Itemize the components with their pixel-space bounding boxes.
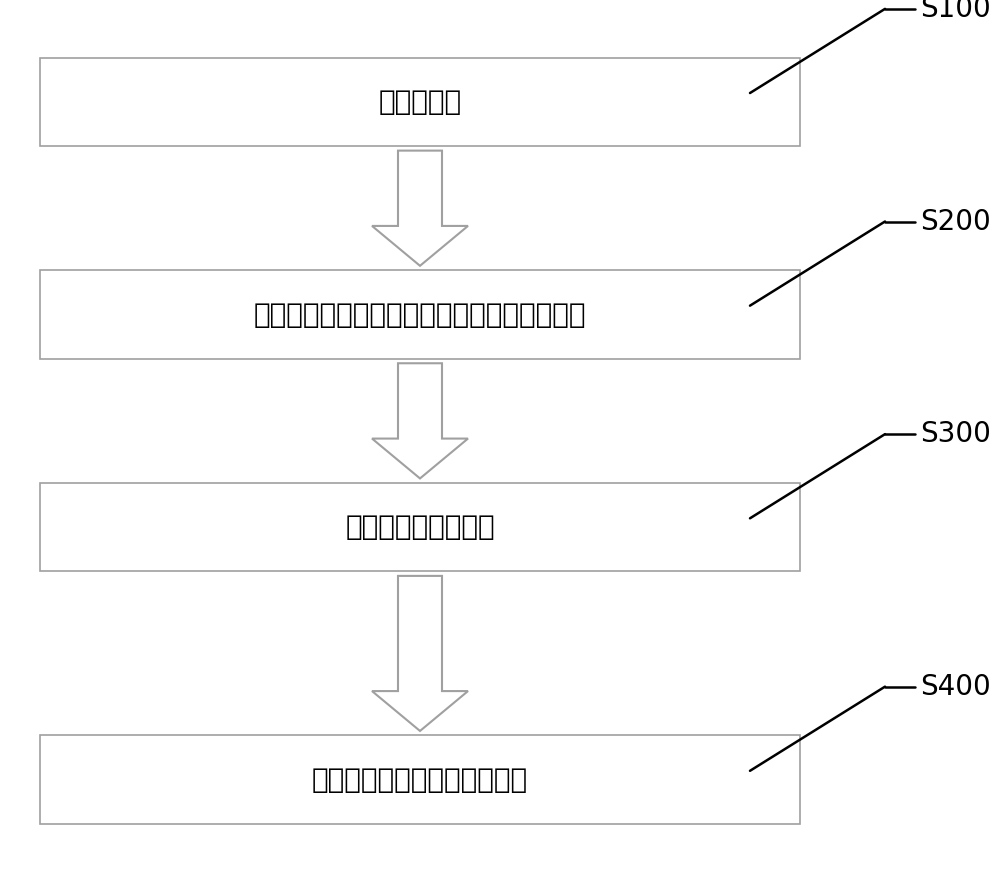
Text: 配置所述试剂盒中的浓缩洗涤液并预处理样本: 配置所述试剂盒中的浓缩洗涤液并预处理样本 — [254, 300, 586, 329]
Text: S400: S400 — [920, 672, 991, 701]
Text: 提供试剂盒: 提供试剂盒 — [378, 88, 462, 116]
Polygon shape — [372, 363, 468, 478]
Text: S300: S300 — [920, 420, 991, 448]
Bar — [40, 270, 800, 359]
Bar — [40, 483, 800, 571]
Text: S200: S200 — [920, 207, 991, 236]
Text: S100: S100 — [920, 0, 991, 23]
Polygon shape — [372, 576, 468, 731]
Text: 温育预处理后的样本: 温育预处理后的样本 — [345, 513, 495, 541]
Text: 获得能够判读结果的细胞基片: 获得能够判读结果的细胞基片 — [312, 766, 528, 794]
Polygon shape — [372, 151, 468, 266]
Bar — [40, 735, 800, 824]
Bar — [40, 58, 800, 146]
